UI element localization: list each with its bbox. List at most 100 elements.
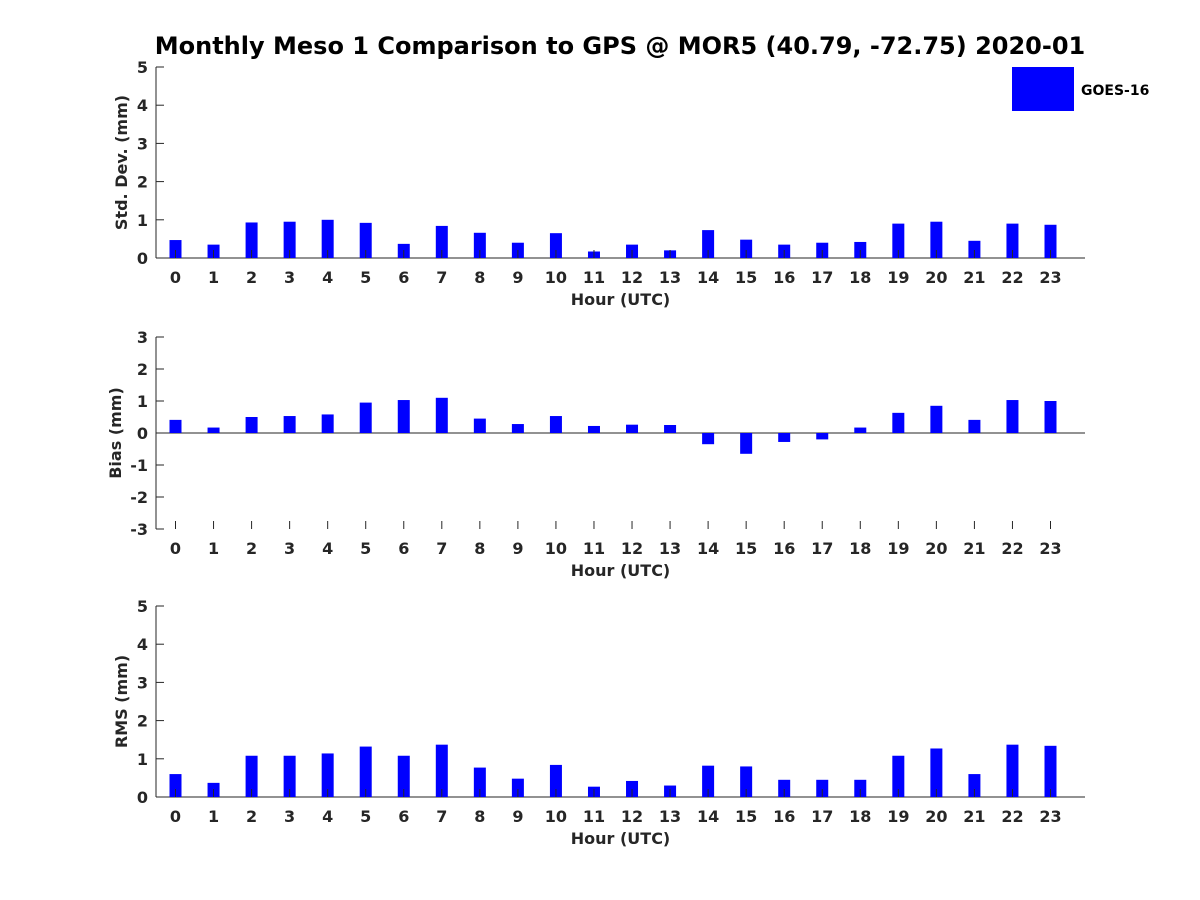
y-tick-label: 3 xyxy=(137,328,148,347)
y-tick-label: 0 xyxy=(137,424,148,443)
x-tick-label: 14 xyxy=(697,539,719,558)
x-tick-label: 14 xyxy=(697,268,719,287)
y-tick-label: 1 xyxy=(137,392,148,411)
bar-hour-10 xyxy=(549,764,562,797)
bar-hour-19 xyxy=(892,412,905,433)
x-tick-label: 23 xyxy=(1039,807,1061,826)
bar-hour-8 xyxy=(473,418,486,433)
x-axis-label: Hour (UTC) xyxy=(571,829,671,848)
y-axis-label: RMS (mm) xyxy=(112,655,131,748)
y-tick-label: 3 xyxy=(137,673,148,692)
bar-hour-9 xyxy=(511,778,524,797)
bar-hour-6 xyxy=(397,400,410,433)
bar-hour-7 xyxy=(435,397,448,433)
bar-hour-10 xyxy=(549,233,562,258)
x-tick-label: 4 xyxy=(322,807,333,826)
x-tick-label: 19 xyxy=(887,807,909,826)
legend-swatch-goes-16 xyxy=(1012,67,1074,111)
x-tick-label: 10 xyxy=(545,268,567,287)
x-tick-label: 18 xyxy=(849,268,871,287)
y-axis-label: Std. Dev. (mm) xyxy=(112,95,131,230)
bar-hour-15 xyxy=(740,766,753,797)
x-tick-label: 7 xyxy=(436,807,447,826)
y-axis-label: Bias (mm) xyxy=(106,387,125,479)
x-tick-label: 22 xyxy=(1001,807,1023,826)
y-tick-label: 0 xyxy=(137,249,148,268)
x-tick-label: 0 xyxy=(170,539,181,558)
legend: GOES-16 xyxy=(1012,67,1149,111)
y-tick-label: 2 xyxy=(137,712,148,731)
x-tick-label: 10 xyxy=(545,539,567,558)
x-tick-label: 20 xyxy=(925,539,947,558)
x-tick-label: 12 xyxy=(621,268,643,287)
x-tick-label: 9 xyxy=(512,807,523,826)
y-tick-label: 4 xyxy=(137,635,148,654)
x-tick-label: 17 xyxy=(811,268,833,287)
bar-hour-1 xyxy=(207,427,220,433)
y-tick-label: 1 xyxy=(137,211,148,230)
x-tick-label: 4 xyxy=(322,268,333,287)
bar-hour-4 xyxy=(321,219,334,258)
bar-hour-4 xyxy=(321,414,334,433)
bar-hour-21 xyxy=(968,419,981,433)
x-tick-label: 22 xyxy=(1001,539,1023,558)
x-tick-label: 15 xyxy=(735,539,757,558)
bar-hour-19 xyxy=(892,223,905,258)
x-tick-label: 21 xyxy=(963,268,985,287)
x-tick-label: 5 xyxy=(360,807,371,826)
bar-hour-18 xyxy=(854,427,867,433)
y-tick-label: -3 xyxy=(130,520,148,539)
x-tick-label: 1 xyxy=(208,268,219,287)
x-tick-label: 10 xyxy=(545,807,567,826)
x-tick-label: 12 xyxy=(621,539,643,558)
bar-hour-0 xyxy=(169,240,182,258)
bar-hour-19 xyxy=(892,755,905,797)
x-tick-label: 2 xyxy=(246,539,257,558)
bar-hour-22 xyxy=(1006,744,1019,797)
bar-hour-20 xyxy=(930,405,943,433)
x-tick-label: 14 xyxy=(697,807,719,826)
bar-hour-20 xyxy=(930,221,943,258)
x-tick-label: 11 xyxy=(583,539,605,558)
bar-hour-12 xyxy=(626,424,639,433)
x-tick-label: 7 xyxy=(436,268,447,287)
x-tick-label: 20 xyxy=(925,268,947,287)
bar-hour-22 xyxy=(1006,223,1019,258)
bar-hour-0 xyxy=(169,774,182,797)
x-axis-label: Hour (UTC) xyxy=(571,561,671,580)
y-tick-label: 3 xyxy=(137,134,148,153)
x-tick-label: 15 xyxy=(735,807,757,826)
bar-hour-15 xyxy=(740,433,753,454)
x-tick-label: 17 xyxy=(811,807,833,826)
bar-hour-16 xyxy=(778,433,791,442)
bar-hour-17 xyxy=(816,779,829,797)
y-tick-label: 4 xyxy=(137,96,148,115)
x-tick-label: 8 xyxy=(474,268,485,287)
bar-hour-3 xyxy=(283,221,296,258)
bar-hour-15 xyxy=(740,239,753,258)
x-tick-label: 8 xyxy=(474,807,485,826)
bar-hour-7 xyxy=(435,744,448,797)
x-tick-label: 18 xyxy=(849,539,871,558)
x-tick-label: 22 xyxy=(1001,268,1023,287)
x-tick-label: 12 xyxy=(621,807,643,826)
x-tick-label: 3 xyxy=(284,268,295,287)
bar-hour-2 xyxy=(245,222,258,258)
x-tick-label: 11 xyxy=(583,268,605,287)
bar-hour-21 xyxy=(968,240,981,258)
x-tick-label: 9 xyxy=(512,268,523,287)
x-tick-label: 4 xyxy=(322,539,333,558)
chart-title: Monthly Meso 1 Comparison to GPS @ MOR5 … xyxy=(155,32,1085,60)
x-tick-label: 0 xyxy=(170,807,181,826)
bar-hour-8 xyxy=(473,767,486,797)
x-tick-label: 16 xyxy=(773,539,795,558)
bar-hour-8 xyxy=(473,232,486,258)
bar-hour-6 xyxy=(397,755,410,797)
x-tick-label: 13 xyxy=(659,268,681,287)
bar-hour-23 xyxy=(1044,745,1057,797)
bar-hour-14 xyxy=(702,765,715,797)
x-tick-label: 13 xyxy=(659,539,681,558)
bar-hour-10 xyxy=(549,416,562,433)
